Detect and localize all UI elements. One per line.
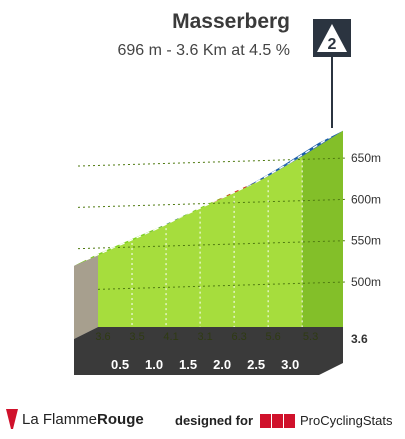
km-label: 1.0	[145, 357, 163, 372]
segment-gradient-label: 3.6	[95, 331, 110, 343]
altitude-tick-label: 550m	[351, 234, 381, 248]
segment-gradient-label: 4.1	[163, 331, 178, 343]
altitude-tick-label: 500m	[351, 275, 381, 289]
km-label: 3.6	[351, 332, 368, 346]
km-label: 2.5	[247, 357, 265, 372]
segment-gradient-label: 5.3	[303, 331, 318, 343]
profile-area-final	[302, 130, 343, 327]
climb-subtitle: 696 m - 3.6 Km at 4.5 %	[117, 42, 290, 59]
brand-logo: La FlammeRouge	[22, 411, 144, 428]
profile-side-wall	[74, 253, 98, 339]
segment-gradient-label: 5.6	[266, 331, 281, 343]
category-badge: 2	[313, 19, 351, 57]
km-label: 3.0	[281, 357, 299, 372]
pcs-logo-icon	[260, 414, 295, 428]
altitude-tick-label: 600m	[351, 192, 381, 206]
distance-strip	[74, 327, 343, 375]
band-centre-line	[153, 213, 189, 231]
category-flag-pole	[331, 57, 333, 128]
designed-for-label: designed for	[175, 413, 254, 428]
segment-gradient-label: 3.1	[197, 331, 212, 343]
band-centre-line	[85, 244, 121, 261]
segment-gradient-label: 6.3	[231, 331, 246, 343]
category-number: 2	[328, 36, 337, 53]
band-centre-line	[289, 136, 332, 163]
flame-rouge-icon	[6, 409, 18, 429]
band-centre-line	[255, 161, 291, 183]
climb-title: Masserberg	[172, 10, 290, 33]
footer: La FlammeRouge designed for ProCyclingSt…	[0, 408, 405, 432]
altitude-tick-label: 650m	[351, 151, 381, 165]
segment-gradient-label: 3.5	[129, 331, 144, 343]
gradient-band-segment	[278, 130, 343, 169]
band-centre-line	[119, 229, 155, 246]
category-triangle-icon	[317, 24, 347, 52]
elevation-profile-chart: 3.6 3.5 4.1 3.1 6.3 5.6 5.3 0.5 1.0 1.5 2.0 2.5 3.0 3…	[74, 130, 381, 375]
km-label: 0.5	[111, 357, 129, 372]
pcs-name: ProCyclingStats	[300, 413, 393, 428]
km-label: 1.5	[179, 357, 197, 372]
profile-area	[98, 130, 343, 327]
band-centre-line	[187, 197, 223, 215]
km-label: 2.0	[213, 357, 231, 372]
